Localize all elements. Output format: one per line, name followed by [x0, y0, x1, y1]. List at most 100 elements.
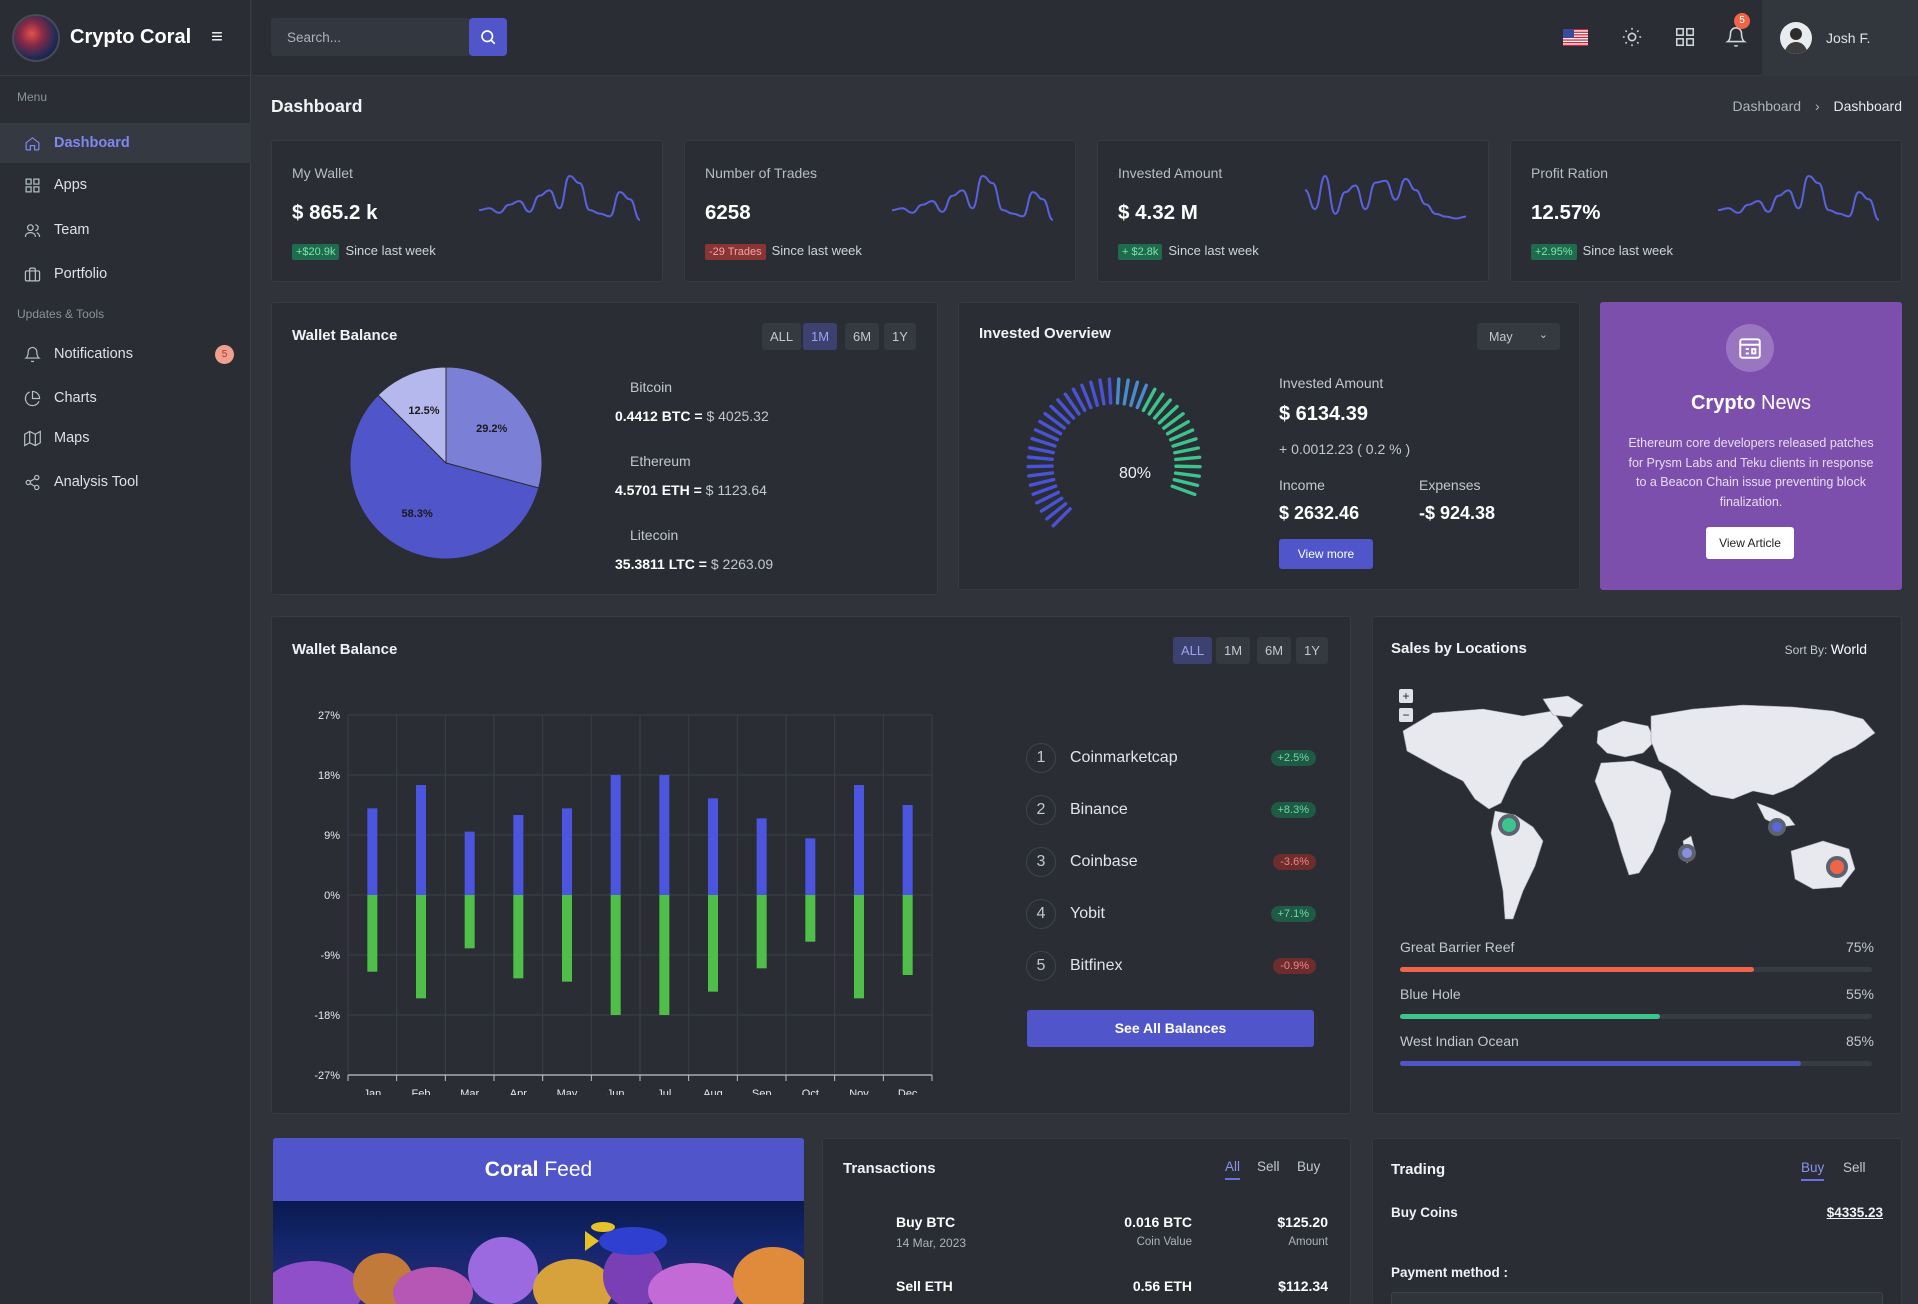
- bar[interactable]: [659, 775, 670, 895]
- tab-buy[interactable]: Buy: [1801, 1160, 1825, 1181]
- bar[interactable]: [708, 798, 718, 895]
- sidebar-item-dashboard[interactable]: Dashboard: [0, 123, 251, 163]
- bar[interactable]: [367, 808, 378, 895]
- period-6m[interactable]: 6M: [845, 323, 880, 350]
- pie-slice[interactable]: [349, 394, 540, 560]
- bar[interactable]: [805, 895, 816, 942]
- bar[interactable]: [902, 805, 913, 895]
- apps-grid-icon[interactable]: [1674, 26, 1696, 48]
- sidebar-item-analysis-tool[interactable]: Analysis Tool: [0, 462, 251, 502]
- user-menu[interactable]: Josh F.: [1762, 0, 1918, 76]
- buy-coins-value[interactable]: $4335.23: [1826, 1205, 1883, 1220]
- bar[interactable]: [513, 815, 524, 895]
- calendar-icon: [1739, 338, 1761, 359]
- tx-title: Buy BTC: [896, 1214, 956, 1230]
- coral-feed-image[interactable]: [273, 1201, 804, 1304]
- sidebar-item-charts[interactable]: Charts: [0, 378, 251, 418]
- bar[interactable]: [610, 775, 621, 895]
- exchange-row[interactable]: 4 Yobit +7.1%: [1026, 899, 1316, 929]
- sidebar-item-portfolio[interactable]: Portfolio: [0, 254, 251, 294]
- page-title: Dashboard: [271, 96, 363, 116]
- breadcrumb-link[interactable]: Dashboard: [1732, 98, 1802, 114]
- exchange-row[interactable]: 5 Bitfinex -0.9%: [1026, 951, 1316, 981]
- change-chip: -3.6%: [1273, 854, 1316, 870]
- rank-number: 3: [1026, 847, 1056, 877]
- zoom-in-button[interactable]: +: [1399, 689, 1413, 703]
- bar[interactable]: [562, 895, 572, 982]
- sidebar-item-notifications[interactable]: Notifications 5: [0, 334, 251, 374]
- bell-icon[interactable]: [1725, 26, 1747, 48]
- bar[interactable]: [464, 895, 475, 949]
- us-flag-icon[interactable]: [1563, 29, 1588, 46]
- app-logo[interactable]: [12, 13, 60, 62]
- period-1m[interactable]: 1M: [803, 323, 838, 350]
- bar[interactable]: [854, 895, 864, 999]
- x-tick-label: Nov: [849, 1088, 869, 1095]
- map-marker[interactable]: [1768, 818, 1786, 836]
- location-name: West Indian Ocean: [1400, 1033, 1519, 1049]
- bar[interactable]: [416, 895, 426, 999]
- tab-all[interactable]: All: [1225, 1159, 1241, 1180]
- change-chip: +2.95%: [1531, 244, 1577, 260]
- tab-sell[interactable]: Sell: [1843, 1160, 1866, 1175]
- pie-slice[interactable]: [377, 366, 447, 465]
- bar[interactable]: [659, 895, 670, 1015]
- view-article-button[interactable]: View Article: [1706, 527, 1794, 559]
- map-marker[interactable]: [1826, 856, 1848, 878]
- view-more-button[interactable]: View more: [1279, 539, 1373, 569]
- exchange-row[interactable]: 2 Binance +8.3%: [1026, 795, 1316, 825]
- gauge-tick: [1026, 455, 1054, 462]
- stat-label: Invested Amount: [1118, 165, 1223, 181]
- map-marker[interactable]: [1498, 814, 1520, 836]
- tab-sell[interactable]: Sell: [1257, 1159, 1280, 1174]
- map-marker[interactable]: [1678, 844, 1696, 862]
- period-1y[interactable]: 1Y: [884, 323, 916, 350]
- bar[interactable]: [464, 831, 475, 895]
- period-6m[interactable]: 6M: [1257, 637, 1292, 664]
- see-all-balances-button[interactable]: See All Balances: [1027, 1010, 1314, 1047]
- tx-amount-label: Amount: [1288, 1236, 1328, 1248]
- month-select[interactable]: May ⌄: [1477, 323, 1560, 350]
- change-chip: +8.3%: [1270, 802, 1316, 818]
- period-1y[interactable]: 1Y: [1296, 637, 1328, 664]
- tx-coin-label: Coin Value: [1136, 1236, 1192, 1248]
- bar[interactable]: [562, 808, 572, 895]
- zoom-out-button[interactable]: −: [1399, 708, 1413, 722]
- sidebar-item-apps[interactable]: Apps: [0, 165, 251, 205]
- period-1m[interactable]: 1M: [1216, 637, 1251, 664]
- gauge-tick: [1031, 484, 1058, 496]
- bar[interactable]: [610, 895, 621, 1015]
- sort-by-select[interactable]: Sort By: World: [1785, 641, 1867, 657]
- sidebar-item-team[interactable]: Team: [0, 210, 251, 250]
- period-all[interactable]: ALL: [1173, 637, 1213, 664]
- bar[interactable]: [367, 895, 378, 972]
- period-all[interactable]: ALL: [762, 323, 802, 350]
- coin-usd: $ 1123.64: [705, 482, 767, 498]
- users-icon: [24, 223, 41, 237]
- search-input[interactable]: Search...: [271, 18, 471, 56]
- tab-buy[interactable]: Buy: [1297, 1159, 1321, 1174]
- pie-slice[interactable]: [445, 366, 543, 489]
- hamburger-menu-icon[interactable]: ≡: [211, 26, 223, 48]
- income-value: $ 2632.46: [1279, 503, 1360, 523]
- bar[interactable]: [902, 895, 913, 975]
- bar[interactable]: [708, 895, 718, 992]
- bar[interactable]: [805, 838, 816, 895]
- bar[interactable]: [416, 785, 426, 895]
- payment-method-select[interactable]: [1391, 1292, 1883, 1304]
- exchange-row[interactable]: 1 Coinmarketcap +2.5%: [1026, 743, 1316, 773]
- bar[interactable]: [756, 818, 767, 895]
- bar[interactable]: [513, 895, 524, 979]
- bar[interactable]: [756, 895, 767, 969]
- location-progress-fill: [1400, 1061, 1802, 1066]
- search-button[interactable]: [469, 18, 507, 56]
- coin-value: 35.3811 LTC = $ 2263.09: [615, 556, 773, 572]
- sun-icon[interactable]: [1621, 26, 1643, 48]
- sidebar-item-maps[interactable]: Maps: [0, 418, 251, 458]
- sidebar-item-label: Maps: [54, 430, 90, 446]
- invested-change: + 0.0012.23 ( 0.2 % ): [1279, 441, 1411, 457]
- exchange-row[interactable]: 3 Coinbase -3.6%: [1026, 847, 1316, 877]
- bar[interactable]: [854, 785, 864, 895]
- sidebar: Crypto Coral ≡ Menu Dashboard Apps Team …: [0, 0, 251, 1304]
- world-map[interactable]: [1393, 691, 1883, 921]
